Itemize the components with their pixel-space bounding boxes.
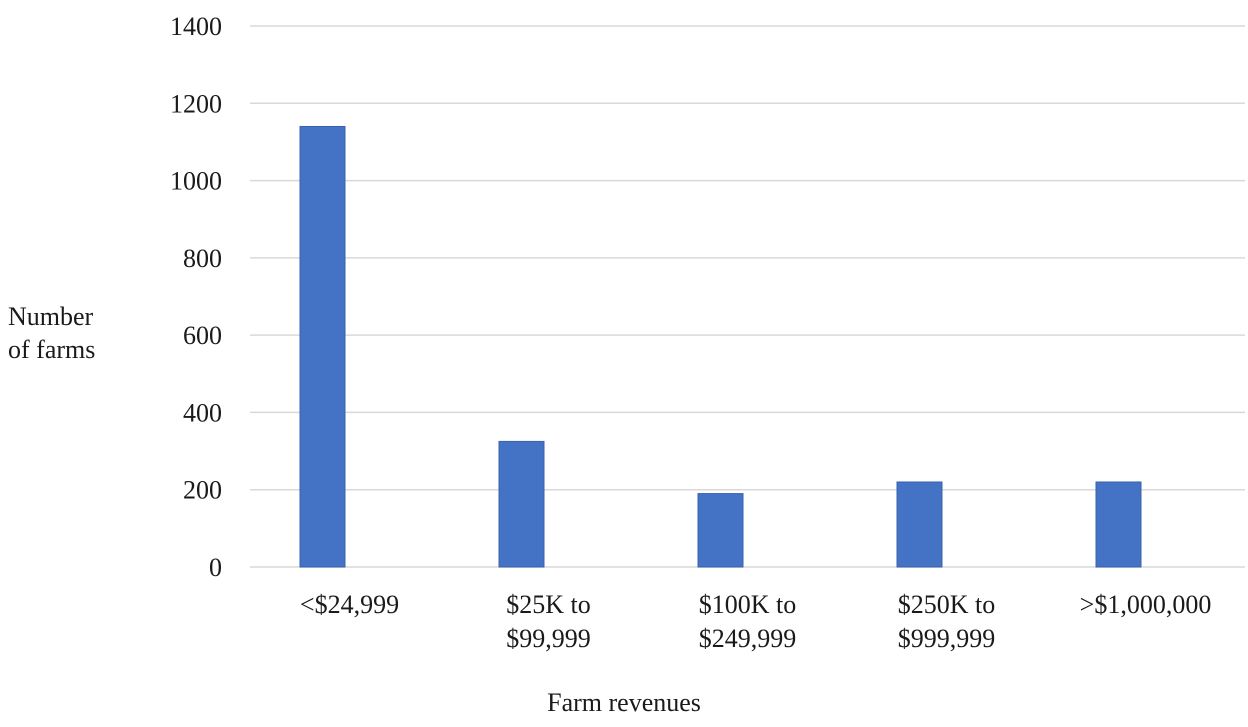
y-tick-label: 1000: [170, 167, 222, 196]
y-tick-label: 400: [183, 398, 222, 427]
x-tick-label: $100K to: [699, 590, 797, 619]
y-tick-label: 800: [183, 244, 222, 273]
y-axis-label: Number of farms: [8, 300, 95, 366]
y-tick-label: 1200: [170, 89, 222, 118]
x-tick-label: $249,999: [699, 624, 797, 653]
y-tick-label: 600: [183, 321, 222, 350]
x-tick-label: $999,999: [898, 624, 996, 653]
y-tick-label: 200: [183, 476, 222, 505]
x-tick-label: <$24,999: [300, 590, 399, 619]
x-axis-ticks: <$24,999 $25K to $99,999 $100K to $249,999 $2…: [300, 590, 1211, 653]
y-tick-label: 0: [209, 553, 222, 582]
x-axis-label: Farm revenues: [547, 688, 701, 717]
bars: [299, 125, 1142, 568]
bar: [498, 440, 545, 568]
bar: [299, 125, 346, 568]
y-axis-label-line-2: of farms: [8, 335, 96, 364]
bar: [697, 493, 744, 568]
bar: [1095, 481, 1142, 568]
x-tick-label: >$1,000,000: [1080, 590, 1212, 619]
x-tick-label: $25K to: [506, 590, 591, 619]
y-axis-ticks: 0 200 400 600 800 1000 1200 1400: [170, 12, 222, 582]
y-axis-label-line-1: Number: [8, 302, 94, 331]
gridlines: [250, 25, 1245, 568]
bar: [896, 481, 943, 568]
x-tick-label: $99,999: [506, 624, 591, 653]
y-tick-label: 1400: [170, 12, 222, 41]
x-tick-label: $250K to: [898, 590, 996, 619]
